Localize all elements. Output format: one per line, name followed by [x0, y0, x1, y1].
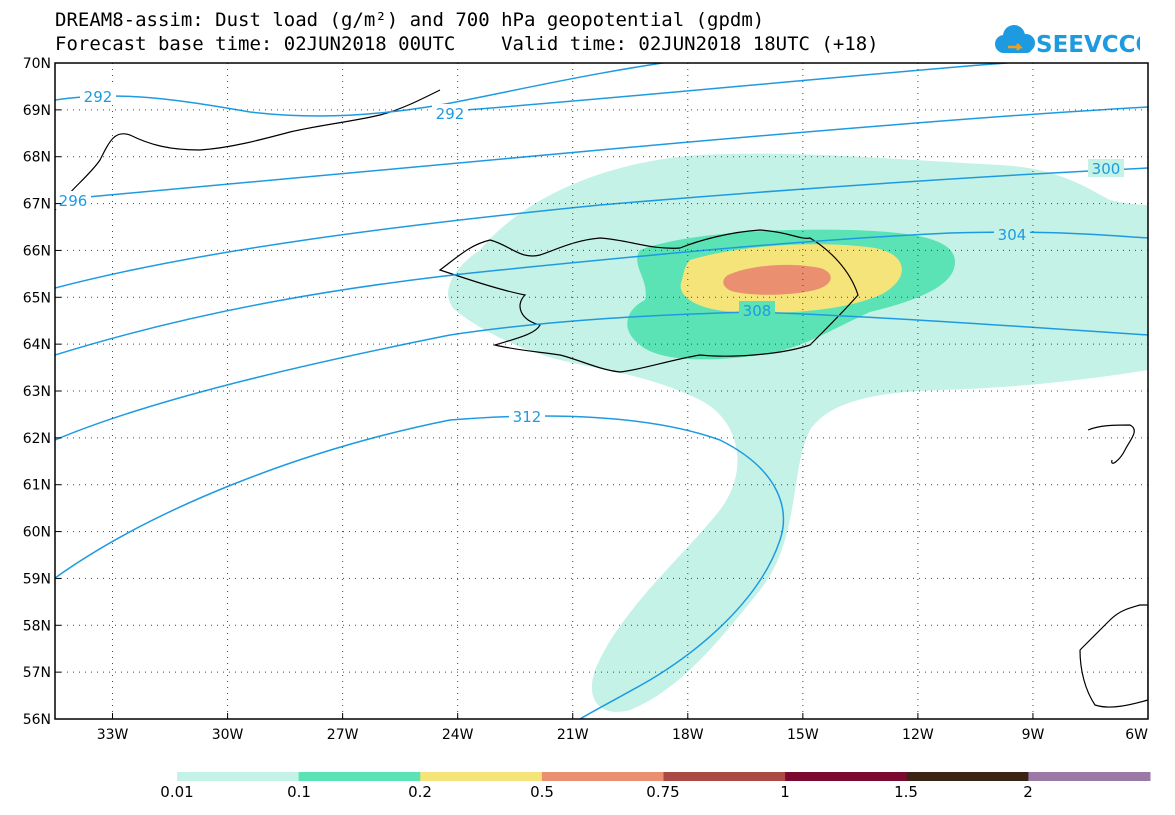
colorbar-label: 0.75	[646, 783, 680, 801]
x-tick-label: 6W	[1125, 727, 1148, 743]
y-tick-label: 57N	[23, 665, 51, 681]
y-tick-label: 56N	[23, 712, 51, 728]
colorbar-swatch-0	[177, 772, 300, 781]
y-tick-label: 67N	[23, 197, 51, 213]
seevccc-logo: SEEVCCC	[995, 25, 1140, 58]
map-plot-area	[55, 63, 1148, 719]
logo-text: SEEVCCC	[1036, 32, 1140, 58]
y-tick-label: 63N	[23, 384, 51, 400]
cloud-logo-icon	[995, 25, 1035, 53]
contour-312	[55, 415, 785, 719]
x-tick-label: 30W	[212, 727, 244, 743]
contour-label-bg	[509, 407, 545, 425]
map-title-line-2: Forecast base time: 02JUN2018 00UTC Vali…	[55, 33, 879, 55]
colorbar-label: 2	[1023, 783, 1033, 801]
colorbar-swatch-4	[663, 772, 786, 781]
contour-label-308: 308	[743, 302, 772, 320]
map-title-line-1: DREAM8-assim: Dust load (g/m²) and 700 h…	[55, 9, 765, 31]
contour-label-bg	[432, 104, 468, 122]
contour-label-bg	[1088, 159, 1124, 177]
coastline-greenland	[55, 89, 441, 211]
colorbar-label: 0.5	[530, 783, 554, 801]
contour-label-292: 292	[84, 88, 113, 106]
x-tick-label: 24W	[442, 727, 474, 743]
contour-292-east	[439, 63, 1017, 113]
y-tick-label: 65N	[23, 290, 51, 306]
y-tick-label: 58N	[23, 618, 51, 634]
x-tick-label: 15W	[787, 727, 819, 743]
y-tick-label: 64N	[23, 337, 51, 353]
colorbar-label: 0.01	[160, 783, 194, 801]
contour-label-bg	[994, 225, 1030, 243]
contour-labels: 292 292 296 300 304 308 312	[55, 87, 1124, 426]
x-tick-label: 18W	[672, 727, 704, 743]
coastline-scotland	[1079, 604, 1148, 708]
y-tick-label: 61N	[23, 478, 51, 494]
colorbar-swatch-2	[420, 772, 543, 781]
colorbar-swatch-6	[906, 772, 1029, 781]
colorbar-label: 0.1	[287, 783, 311, 801]
colorbar-swatch-3	[541, 772, 664, 781]
y-axis-ticks: 70N 69N 68N 67N 66N 65N 64N 63N 62N 61N 60N 59N 58N 5…	[23, 56, 61, 728]
contour-label-304: 304	[998, 226, 1027, 244]
x-axis-ticks: 33W 30W 27W 24W 21W 18W 15W 12W 9W 6W	[97, 713, 1149, 743]
x-tick-label: 9W	[1022, 727, 1045, 743]
contour-label-292: 292	[436, 105, 465, 123]
coastline-faroe	[1087, 424, 1135, 464]
contour-304	[55, 231, 1148, 356]
colorbar-label: 1	[780, 783, 790, 801]
geopotential-contours	[55, 63, 1148, 719]
coastline-iceland	[438, 229, 859, 373]
y-tick-label: 68N	[23, 150, 51, 166]
y-tick-label: 62N	[23, 431, 51, 447]
x-tick-label: 27W	[327, 727, 359, 743]
y-tick-label: 70N	[23, 56, 51, 72]
dust-area-0-01	[448, 153, 1148, 712]
contour-300	[55, 167, 1148, 289]
x-tick-label: 33W	[97, 727, 129, 743]
colorbar-label: 0.2	[408, 783, 432, 801]
contour-292-west	[55, 63, 668, 117]
contour-label-bg	[55, 191, 91, 209]
colorbar-swatch-1	[298, 772, 421, 781]
contour-label-300: 300	[1092, 160, 1121, 178]
x-tick-label: 12W	[902, 727, 934, 743]
contour-label-296: 296	[59, 192, 88, 210]
colorbar-swatch-5	[785, 772, 908, 781]
colorbar	[177, 772, 1151, 781]
y-tick-label: 66N	[23, 243, 51, 259]
contour-label-bg	[80, 87, 116, 105]
contour-label-312: 312	[513, 408, 542, 426]
dust-area-0-5	[723, 264, 831, 295]
contour-308	[55, 311, 1148, 441]
x-tick-label: 21W	[557, 727, 589, 743]
y-tick-label: 60N	[23, 525, 51, 541]
colorbar-swatch-7	[1028, 772, 1151, 781]
coastlines	[55, 89, 1148, 708]
map-grid	[55, 63, 1148, 719]
contour-label-bg	[739, 301, 775, 319]
colorbar-label: 1.5	[894, 783, 918, 801]
y-tick-label: 59N	[23, 571, 51, 587]
y-tick-label: 69N	[23, 103, 51, 119]
